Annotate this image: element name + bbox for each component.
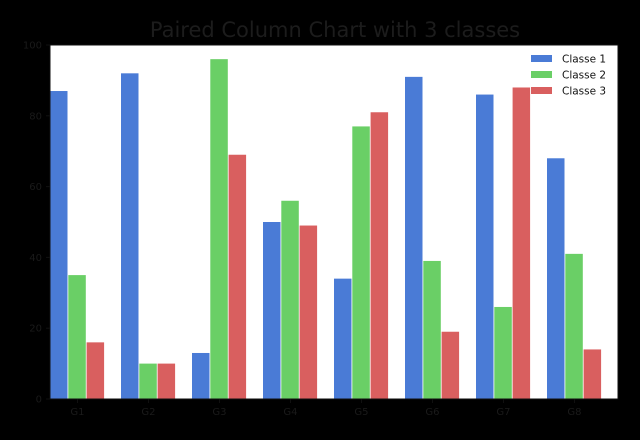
x-tick-label: G4 [283,407,297,418]
bar-g4-series-1 [263,222,281,399]
bar-g6-series-2 [423,260,441,399]
bar-g7-series-3 [512,87,531,399]
bar-g3-series-1 [192,352,210,399]
bar-g2-series-2 [139,363,157,399]
legend-label-series-3: Classe 3 [562,86,606,98]
y-tick-label: 100 [23,41,42,52]
y-tick-label: 40 [29,253,42,264]
legend-label-series-2: Classe 2 [562,70,606,82]
legend-swatch-series-3 [531,87,552,94]
bar-g4-series-3 [299,225,318,399]
bar-g8-series-2 [565,253,583,399]
legend: Classe 1 Classe 2 Classe 3 [531,54,606,98]
axes-group: 0 20 40 60 80 100 G1 G2 G3 G4 G5 G6 G7 G8 [23,41,619,418]
bar-g3-series-3 [228,154,247,399]
x-tick-label: G8 [567,407,581,418]
bar-g1-series-2 [68,275,86,399]
bar-g5-series-1 [334,278,352,399]
x-tick-label: G1 [70,407,84,418]
bar-g1-series-3 [86,342,105,399]
bar-g8-series-3 [583,349,602,399]
chart-title: Paired Column Chart with 3 classes [150,18,520,42]
bar-g7-series-1 [476,94,494,399]
bar-g3-series-2 [210,59,228,399]
x-tick-label: G6 [425,407,439,418]
legend-swatch-series-2 [531,71,552,78]
plot-frame [49,44,619,400]
y-tick-label: 0 [36,395,42,406]
bar-g7-series-2 [494,306,512,399]
bar-g2-series-3 [157,363,176,399]
y-tick-label: 60 [29,182,42,193]
bar-g5-series-2 [352,126,370,400]
bar-g6-series-3 [441,331,460,399]
bar-g1-series-1 [50,91,68,400]
legend-swatch-series-1 [531,55,552,62]
bars-group [50,59,602,400]
bar-g4-series-2 [281,200,299,399]
x-tick-label: G2 [141,407,155,418]
bar-g8-series-1 [547,158,565,399]
bar-g2-series-1 [121,73,139,399]
legend-label-series-1: Classe 1 [562,54,606,66]
y-tick-label: 20 [29,324,42,335]
y-tick-label: 80 [29,111,42,122]
bar-g5-series-3 [370,112,389,399]
x-tick-label: G7 [496,407,510,418]
bar-g6-series-1 [405,76,423,400]
x-tick-label: G3 [212,407,226,418]
x-tick-label: G5 [354,407,368,418]
